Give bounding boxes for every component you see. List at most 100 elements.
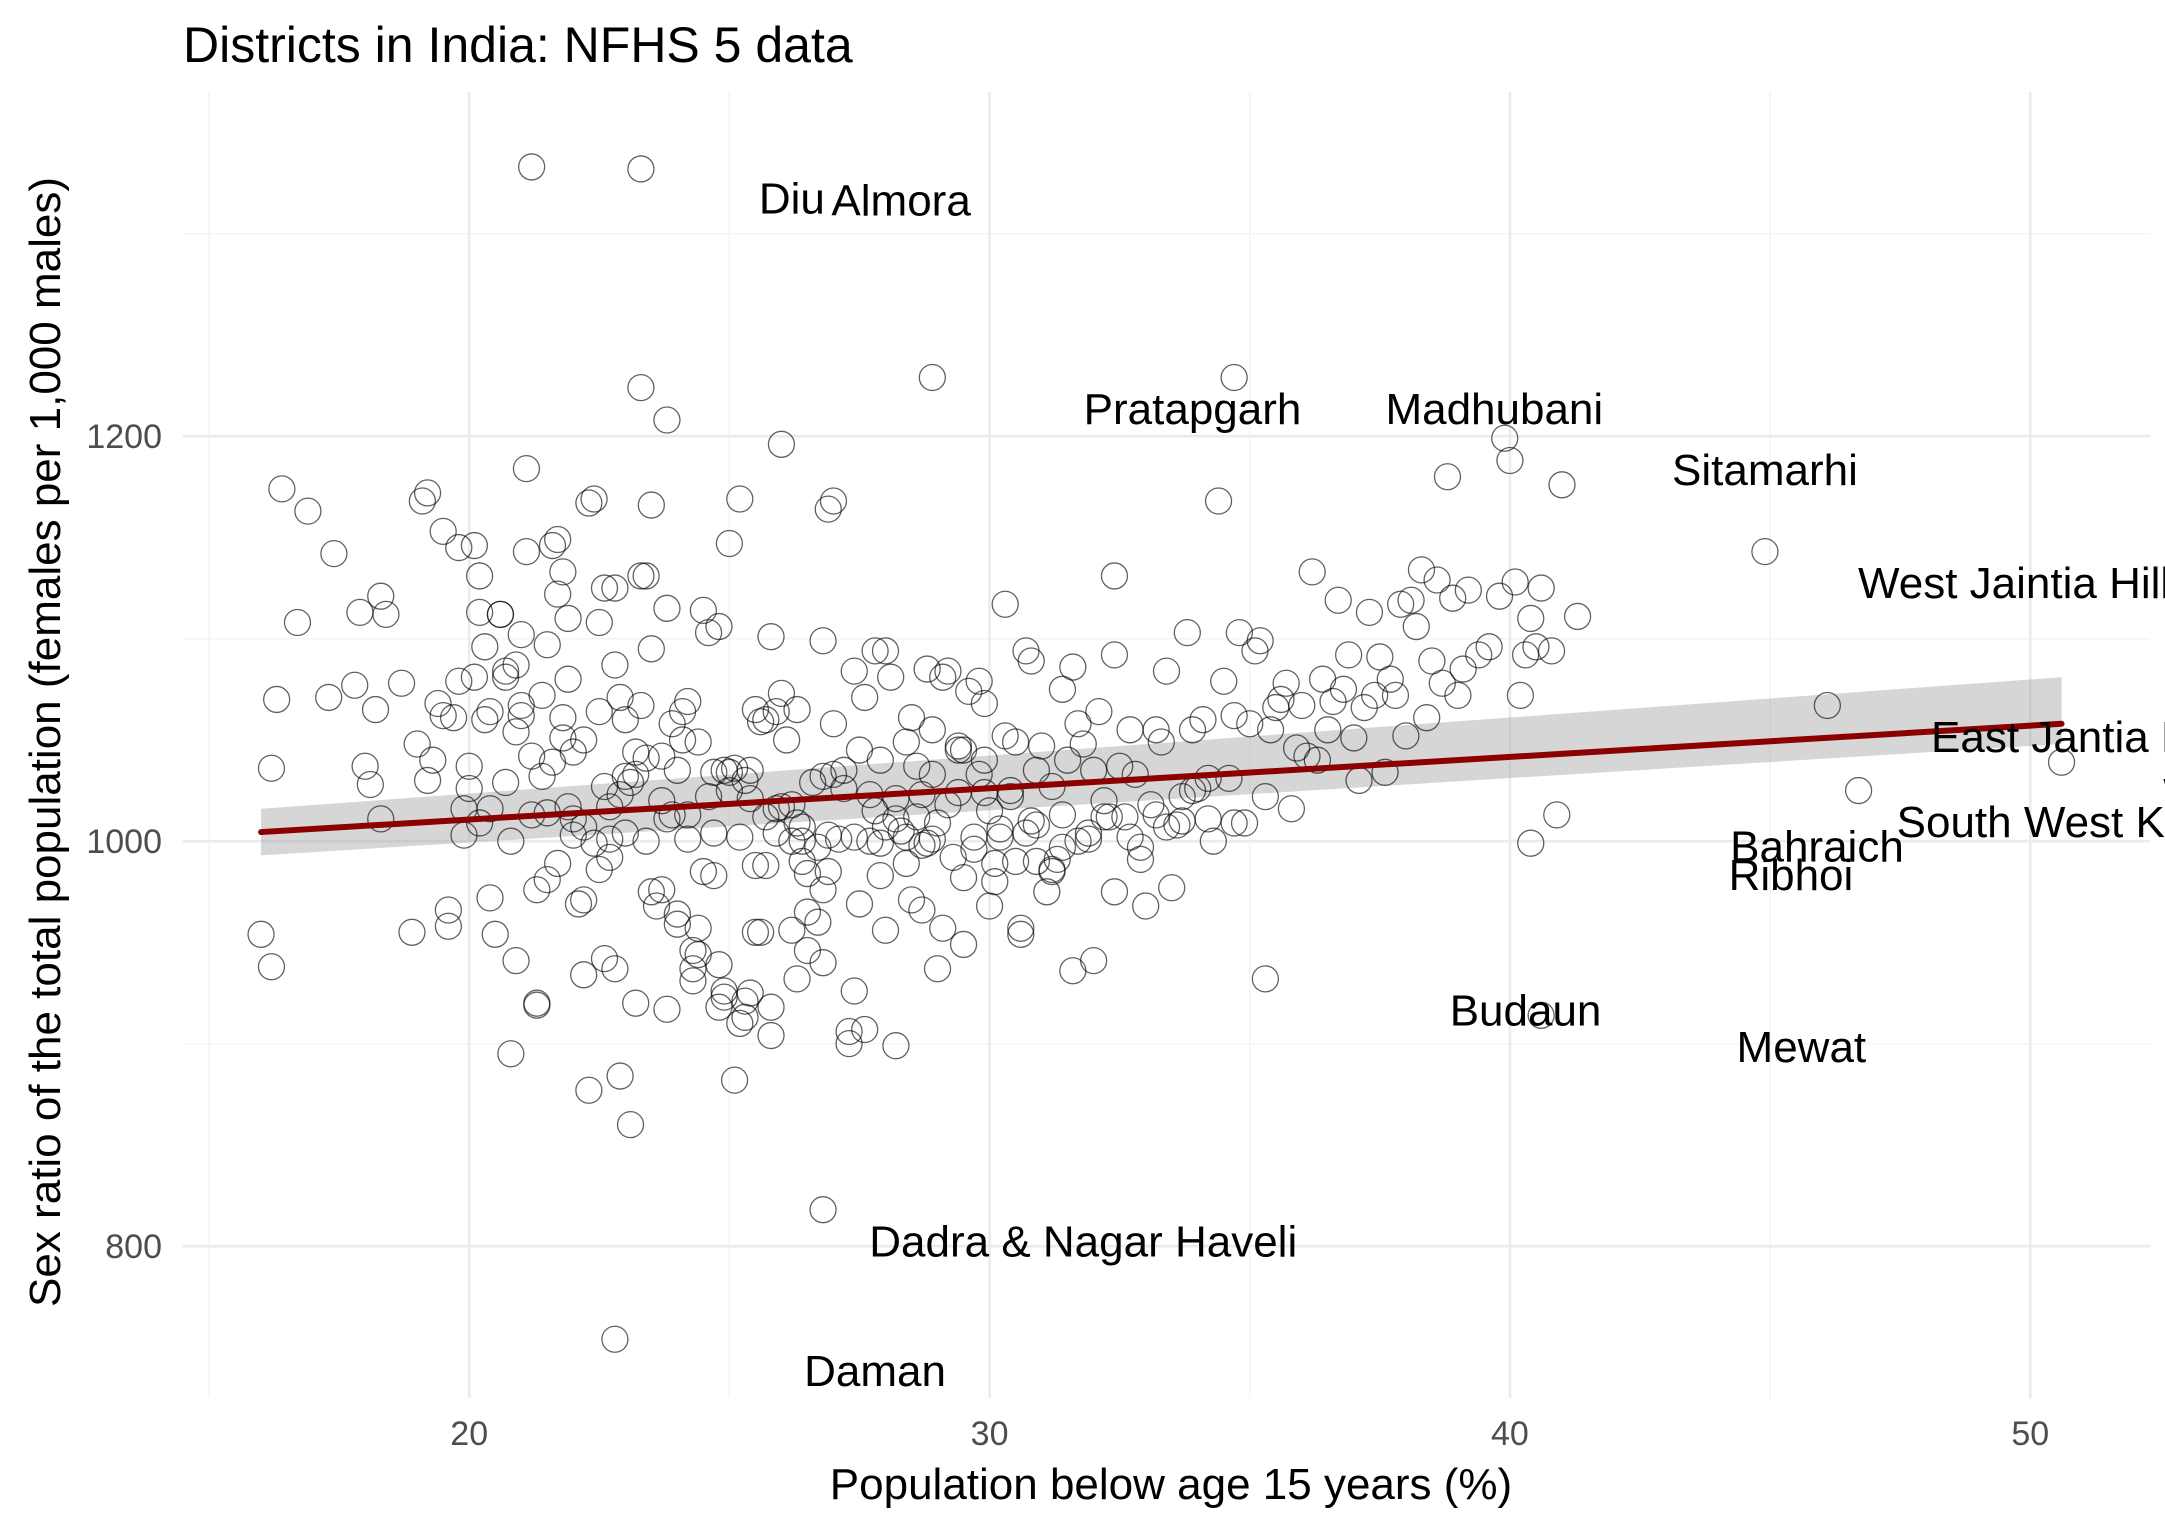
data-point bbox=[1189, 706, 1217, 734]
data-point bbox=[949, 930, 978, 959]
data-point bbox=[367, 805, 395, 833]
data-point bbox=[1402, 612, 1430, 641]
point-labels: Diu Almora Madhubani Pratapgarh Sitamarhi Wes… bbox=[759, 174, 2165, 1395]
data-point bbox=[549, 558, 577, 586]
data-point bbox=[793, 898, 822, 926]
point-label: Pratapgarh bbox=[1084, 385, 1302, 434]
data-point bbox=[851, 1015, 879, 1044]
data-point bbox=[263, 685, 291, 714]
data-point bbox=[1001, 847, 1030, 876]
data-point bbox=[429, 517, 457, 546]
data-point bbox=[1360, 681, 1389, 710]
data-point bbox=[1314, 716, 1342, 744]
data-point bbox=[1147, 728, 1175, 756]
data-point bbox=[653, 594, 681, 622]
data-point bbox=[913, 655, 941, 683]
data-point bbox=[1220, 701, 1248, 730]
data-point bbox=[1210, 667, 1238, 695]
data-point bbox=[611, 762, 639, 791]
data-point bbox=[809, 876, 837, 904]
data-point bbox=[1444, 681, 1472, 710]
data-point bbox=[1548, 471, 1576, 499]
x-tick-label: 40 bbox=[1491, 1415, 1529, 1453]
data-point bbox=[762, 697, 790, 726]
data-point bbox=[1334, 641, 1363, 669]
data-point bbox=[580, 485, 608, 513]
data-point bbox=[538, 531, 567, 560]
data-point bbox=[1017, 647, 1045, 675]
data-point bbox=[476, 697, 504, 726]
data-point bbox=[398, 918, 426, 946]
data-point bbox=[741, 695, 770, 724]
data-point bbox=[1282, 734, 1311, 762]
data-point bbox=[507, 620, 535, 649]
data-point bbox=[1355, 598, 1384, 627]
data-point bbox=[1142, 716, 1170, 744]
data-point bbox=[1236, 710, 1264, 738]
data-point bbox=[575, 489, 603, 517]
labeled-data-point bbox=[1517, 829, 1545, 857]
data-point bbox=[783, 695, 811, 724]
data-point bbox=[726, 485, 754, 513]
data-point bbox=[403, 730, 431, 758]
data-point bbox=[559, 738, 587, 766]
data-point bbox=[1517, 604, 1545, 633]
data-point bbox=[1100, 878, 1129, 906]
point-label: South West Khasi Hills bbox=[1897, 798, 2165, 847]
data-point bbox=[1230, 809, 1259, 837]
data-point bbox=[554, 665, 582, 693]
data-point bbox=[1090, 787, 1118, 815]
y-tick-label: 1200 bbox=[86, 418, 162, 456]
data-point bbox=[866, 746, 894, 774]
data-point bbox=[544, 580, 572, 608]
data-point bbox=[783, 965, 811, 993]
data-point bbox=[351, 752, 379, 780]
data-point bbox=[1288, 691, 1316, 720]
data-point bbox=[580, 829, 608, 857]
data-point bbox=[923, 809, 952, 837]
data-point bbox=[1033, 878, 1061, 906]
labeled-data-point bbox=[1491, 424, 1519, 452]
data-point bbox=[1407, 556, 1436, 584]
labeled-data-point bbox=[1527, 1001, 1555, 1029]
data-point bbox=[424, 689, 452, 718]
data-point bbox=[767, 679, 796, 708]
data-point bbox=[804, 833, 832, 861]
data-point bbox=[585, 608, 613, 637]
data-point bbox=[445, 667, 473, 695]
data-point bbox=[684, 728, 712, 756]
data-point bbox=[585, 697, 613, 726]
data-point bbox=[596, 793, 624, 821]
data-point bbox=[710, 756, 738, 784]
data-point bbox=[367, 582, 395, 610]
data-point bbox=[1376, 665, 1404, 693]
labeled-data-point bbox=[517, 153, 546, 181]
data-point bbox=[809, 762, 837, 791]
data-point bbox=[471, 633, 499, 661]
data-point bbox=[1142, 801, 1170, 829]
data-point bbox=[413, 479, 442, 507]
data-point bbox=[1324, 586, 1352, 614]
data-point bbox=[632, 827, 660, 855]
data-point bbox=[918, 716, 946, 744]
data-point bbox=[689, 857, 718, 886]
data-point bbox=[981, 868, 1009, 896]
point-label: Daman bbox=[804, 1347, 946, 1396]
data-point bbox=[663, 756, 692, 784]
labeled-data-point bbox=[1751, 537, 1779, 566]
data-point bbox=[502, 651, 530, 679]
data-point bbox=[320, 540, 348, 568]
data-point bbox=[627, 691, 655, 720]
data-point bbox=[1017, 807, 1045, 835]
data-point bbox=[897, 704, 926, 732]
data-point bbox=[856, 827, 884, 855]
y-axis-title: Sex ratio of the total population (femal… bbox=[21, 177, 70, 1307]
data-point bbox=[533, 631, 561, 659]
x-tick-label: 30 bbox=[971, 1415, 1009, 1453]
point-label: Sitamarhi bbox=[1672, 446, 1858, 495]
data-point bbox=[788, 847, 816, 876]
data-point bbox=[622, 989, 650, 1017]
data-point bbox=[767, 430, 796, 458]
data-point bbox=[897, 886, 926, 914]
data-point bbox=[1007, 920, 1035, 948]
